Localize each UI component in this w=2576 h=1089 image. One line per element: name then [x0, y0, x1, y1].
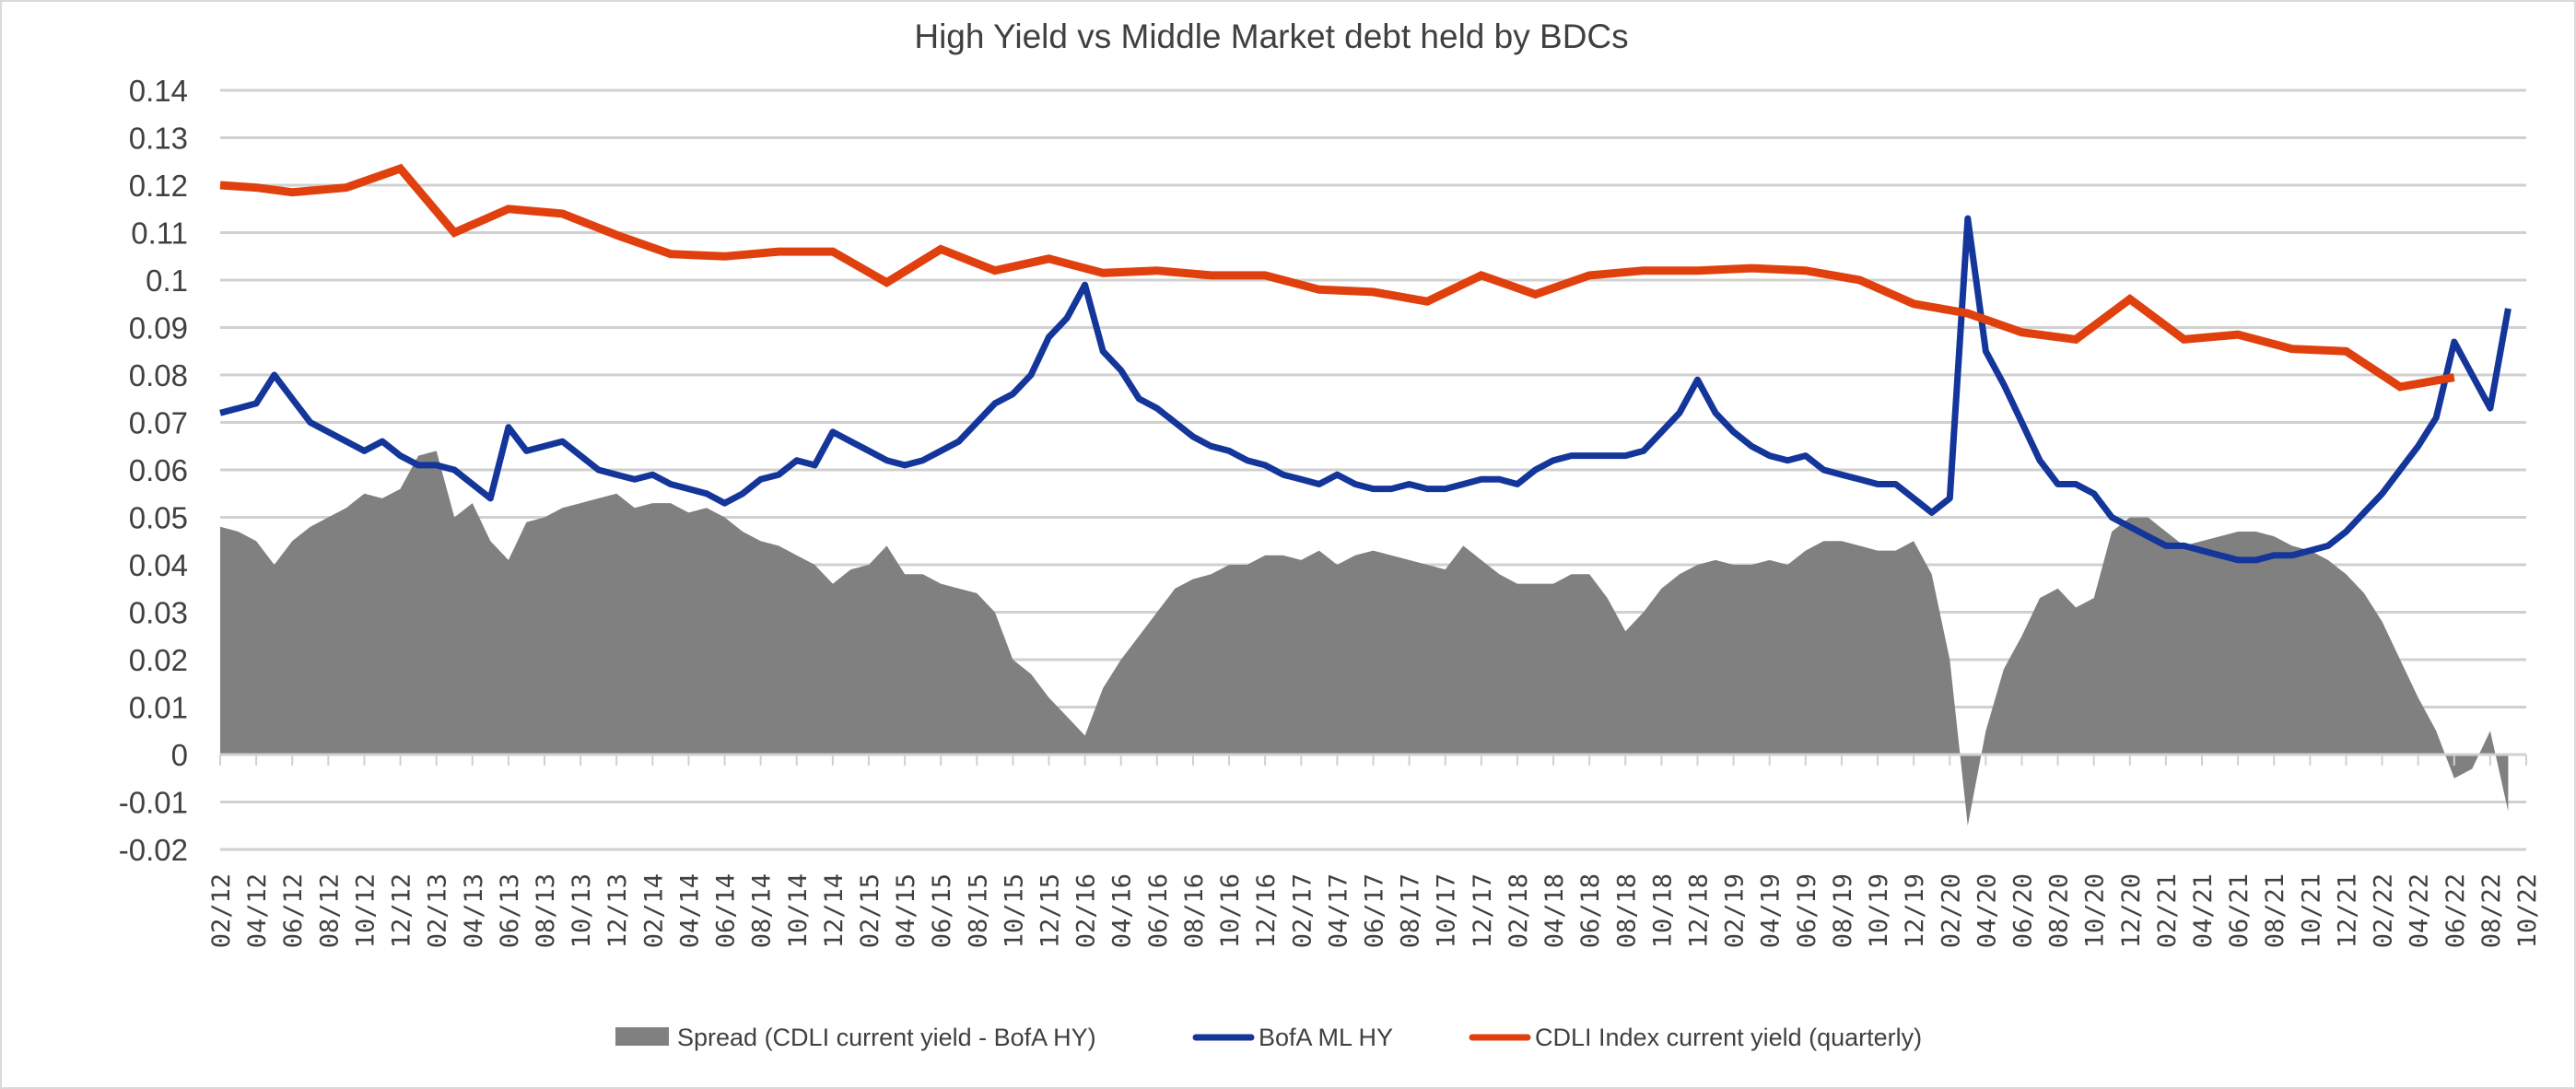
x-tick-label: 12/13: [603, 873, 632, 948]
x-tick-label: 04/19: [1757, 873, 1786, 948]
plot-area: [219, 163, 2512, 826]
x-tick-label: 08/17: [1397, 873, 1425, 948]
x-tick-label: 12/15: [1036, 873, 1065, 948]
legend: Spread (CDLI current yield - BofA HY) Bo…: [615, 1024, 1922, 1051]
x-tick-label: 10/16: [1216, 873, 1245, 948]
y-tick-label: 0.1: [146, 263, 188, 298]
x-tick-label: 10/18: [1648, 873, 1677, 948]
y-tick-label: 0.09: [129, 311, 188, 345]
y-tick-label: -0.01: [119, 786, 188, 820]
x-tick-label: 04/21: [2189, 873, 2218, 948]
x-tick-label: 12/20: [2117, 873, 2146, 948]
legend-label-spread: Spread (CDLI current yield - BofA HY): [677, 1024, 1096, 1051]
y-tick-label: 0.08: [129, 358, 188, 392]
x-tick-label: 04/14: [675, 873, 704, 948]
x-tick-label: 02/19: [1721, 873, 1750, 948]
x-tick-label: 12/18: [1684, 873, 1713, 948]
x-axis: 02/12 04/12 06/12 08/12 10/12 12/12 02/13 04/13…: [207, 753, 2542, 948]
x-tick-label: 08/15: [964, 873, 992, 948]
y-tick-label: 0.01: [129, 691, 188, 725]
x-tick-label: 04/22: [2406, 873, 2434, 948]
x-tick-label: 10/15: [1000, 873, 1028, 948]
x-tick-label: 08/12: [315, 873, 344, 948]
chart-title: High Yield vs Middle Market debt held by…: [914, 18, 1628, 55]
x-tick-label: 04/18: [1540, 873, 1569, 948]
x-tick-label: 06/20: [2008, 873, 2037, 948]
y-tick-label: 0.02: [129, 643, 188, 677]
x-tick-label: 10/17: [1433, 873, 1461, 948]
x-tick-label: 08/21: [2261, 873, 2289, 948]
x-tick-label: 12/21: [2333, 873, 2361, 948]
x-tick-label: 12/14: [820, 873, 849, 948]
y-tick-label: 0.13: [129, 122, 188, 156]
x-tick-label: 06/21: [2225, 873, 2254, 948]
x-tick-label: 04/13: [460, 873, 488, 948]
x-tick-label: 12/12: [388, 873, 416, 948]
y-tick-label: 0.12: [129, 169, 188, 203]
x-tick-label: 02/18: [1505, 873, 1533, 948]
cdli-line: [219, 163, 2455, 392]
x-tick-label: 08/18: [1612, 873, 1641, 948]
y-tick-label: 0: [171, 738, 188, 772]
x-tick-label: 02/13: [424, 873, 452, 948]
x-tick-label: 02/15: [856, 873, 884, 948]
x-tick-label: 04/15: [892, 873, 920, 948]
legend-label-cdli: CDLI Index current yield (quarterly): [1535, 1024, 1922, 1051]
x-tick-label: 08/20: [2045, 873, 2074, 948]
x-tick-label: 08/16: [1180, 873, 1209, 948]
x-tick-label: 06/12: [279, 873, 308, 948]
x-tick-label: 02/16: [1072, 873, 1101, 948]
x-tick-label: 06/22: [2441, 873, 2470, 948]
x-tick-label: 02/12: [207, 873, 236, 948]
x-tick-label: 04/20: [1973, 873, 2001, 948]
y-tick-label: 0.14: [129, 74, 188, 108]
x-tick-label: 10/21: [2297, 873, 2325, 948]
x-tick-label: 08/13: [532, 873, 560, 948]
x-tick-label: 08/14: [748, 873, 777, 948]
x-tick-label: 02/20: [1937, 873, 1965, 948]
x-tick-label: 04/12: [243, 873, 272, 948]
x-tick-label: 06/16: [1144, 873, 1173, 948]
x-tick-label: 06/13: [496, 873, 524, 948]
y-tick-label: 0.04: [129, 548, 188, 582]
x-tick-label: 12/19: [1901, 873, 1929, 948]
x-tick-label: 10/22: [2513, 873, 2542, 948]
x-tick-label: 10/20: [2081, 873, 2110, 948]
x-tick-label: 02/21: [2153, 873, 2182, 948]
y-tick-label: 0.06: [129, 453, 188, 487]
x-tick-label: 08/19: [1829, 873, 1857, 948]
x-tick-label: 10/13: [568, 873, 596, 948]
y-tick-label: 0.03: [129, 596, 188, 630]
legend-label-bofa: BofA ML HY: [1259, 1024, 1393, 1051]
x-tick-label: 06/19: [1793, 873, 1821, 948]
x-tick-label: 02/14: [639, 873, 668, 948]
spread-area: [220, 451, 2509, 826]
x-tick-label: 04/16: [1108, 873, 1137, 948]
x-tick-label: 12/17: [1469, 873, 1497, 948]
y-tick-label: 0.05: [129, 501, 188, 535]
y-tick-label: -0.02: [119, 833, 188, 867]
x-tick-label: 10/19: [1865, 873, 1893, 948]
x-tick-label: 04/17: [1324, 873, 1352, 948]
x-tick-label: 06/18: [1576, 873, 1605, 948]
x-tick-label: 10/14: [784, 873, 813, 948]
y-axis-labels: 0.14 0.13 0.12 0.11 0.1 0.09 0.08 0.07 0.06 0.05 0…: [119, 74, 188, 867]
x-tick-label: 12/16: [1252, 873, 1281, 948]
x-tick-label: 06/15: [928, 873, 956, 948]
x-tick-label: 02/22: [2370, 873, 2398, 948]
x-tick-label: 08/22: [2477, 873, 2506, 948]
y-tick-label: 0.07: [129, 406, 188, 440]
bofa-hy-line: [219, 215, 2512, 564]
x-tick-label: 10/12: [351, 873, 380, 948]
x-tick-label: 06/14: [712, 873, 741, 948]
x-tick-label: 02/17: [1288, 873, 1317, 948]
x-tick-label: 06/17: [1361, 873, 1389, 948]
y-tick-label: 0.11: [131, 217, 188, 251]
legend-swatch-spread: [615, 1027, 669, 1046]
